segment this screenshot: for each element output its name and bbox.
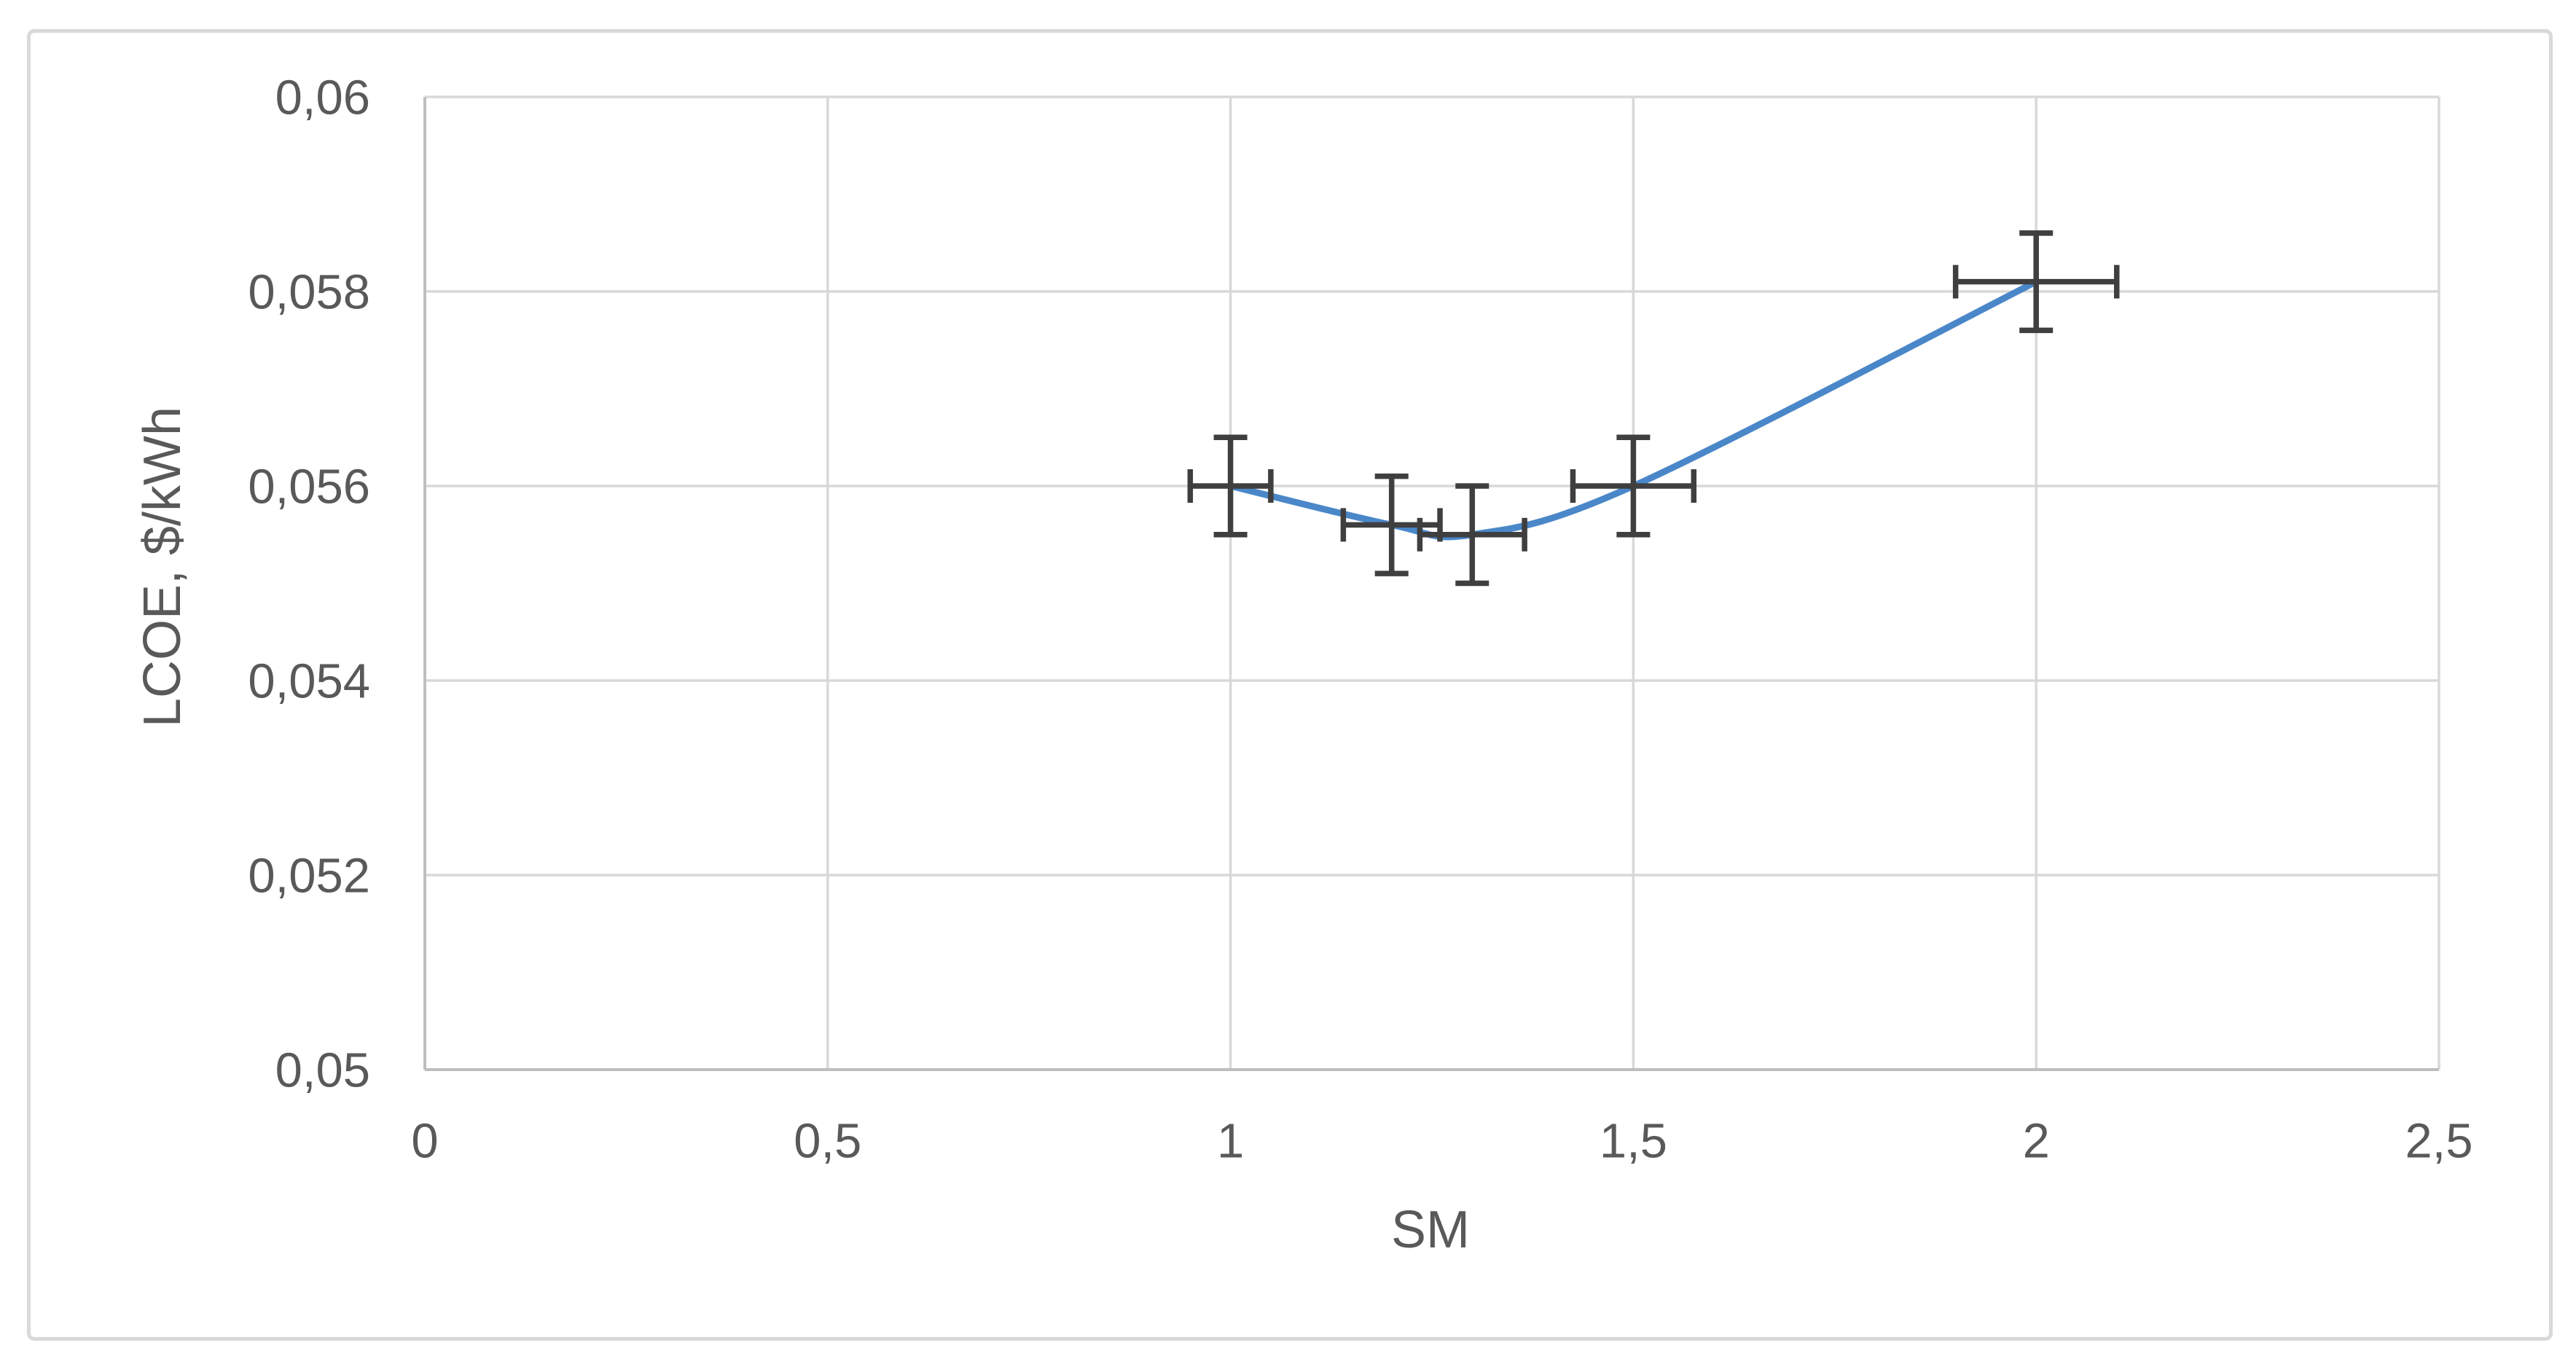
x-tick-label: 0 <box>411 1113 438 1168</box>
x-axis-tick-labels: 0 0,5 1 1,5 2 2,5 <box>411 1113 2473 1168</box>
error-bar <box>1340 473 1443 576</box>
x-tick-label: 2 <box>2023 1113 2050 1168</box>
y-axis-tick-labels: 0,05 0,052 0,054 0,056 0,058 0,06 <box>248 70 370 1097</box>
y-tick-label: 0,05 <box>275 1043 370 1097</box>
y-tick-label: 0,058 <box>248 264 370 319</box>
error-bar <box>1952 230 2120 334</box>
x-tick-label: 1,5 <box>1600 1113 1667 1168</box>
error-bar <box>1570 434 1697 538</box>
error-bar <box>1187 434 1274 538</box>
y-tick-label: 0,054 <box>248 654 370 708</box>
y-tick-label: 0,052 <box>248 848 370 903</box>
lcoe-series-line <box>1227 278 2040 541</box>
x-axis-title: SM <box>1391 1201 1470 1259</box>
error-bars <box>1187 230 2120 587</box>
gridlines <box>425 95 2440 1070</box>
chart-border <box>27 29 2553 1341</box>
y-axis-title: LCOE, $/kWh <box>133 407 192 727</box>
y-tick-label: 0,06 <box>275 70 370 125</box>
x-tick-label: 0,5 <box>794 1113 861 1168</box>
axis-lines <box>423 97 2439 1071</box>
x-tick-label: 2,5 <box>2405 1113 2473 1168</box>
x-tick-label: 1 <box>1217 1113 1244 1168</box>
y-tick-label: 0,056 <box>248 459 370 514</box>
error-bar <box>1417 483 1527 587</box>
